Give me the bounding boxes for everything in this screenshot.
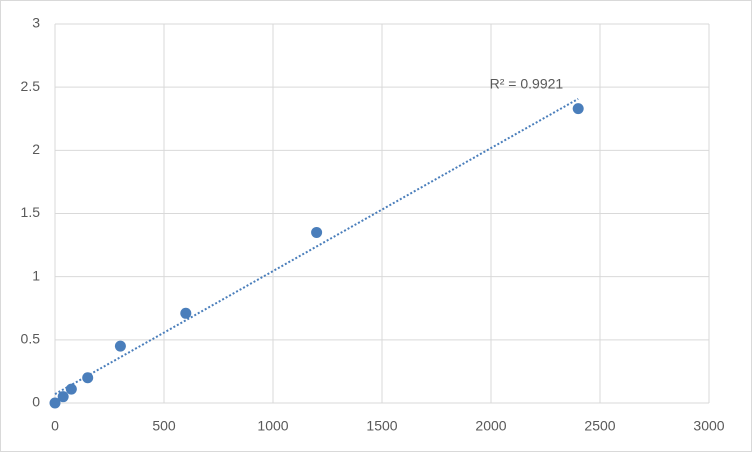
trendline-label: R² = 0.9921 <box>490 76 564 92</box>
x-tick-label: 2500 <box>584 418 615 434</box>
y-tick-label: 2.5 <box>21 78 41 94</box>
x-tick-label: 2000 <box>475 418 506 434</box>
x-tick-label: 3000 <box>693 418 724 434</box>
point <box>57 391 69 403</box>
y-tick-label: 3 <box>32 15 40 31</box>
point <box>572 103 584 115</box>
trendline <box>54 97 579 395</box>
point <box>82 372 94 384</box>
y-tick-label: 0.5 <box>21 331 41 347</box>
x-tick-label: 1500 <box>366 418 397 434</box>
point <box>311 226 323 238</box>
y-tick-label: 1.5 <box>21 204 41 220</box>
y-tick-label: 0 <box>32 394 40 410</box>
point <box>49 397 61 409</box>
point <box>180 307 192 319</box>
x-tick-label: 1000 <box>257 418 288 434</box>
x-tick-label: 500 <box>152 418 176 434</box>
point <box>114 340 126 352</box>
y-tick-label: 2 <box>32 141 40 157</box>
point <box>65 383 77 395</box>
y-tick-label: 1 <box>32 267 40 283</box>
x-tick-label: 0 <box>51 418 59 434</box>
